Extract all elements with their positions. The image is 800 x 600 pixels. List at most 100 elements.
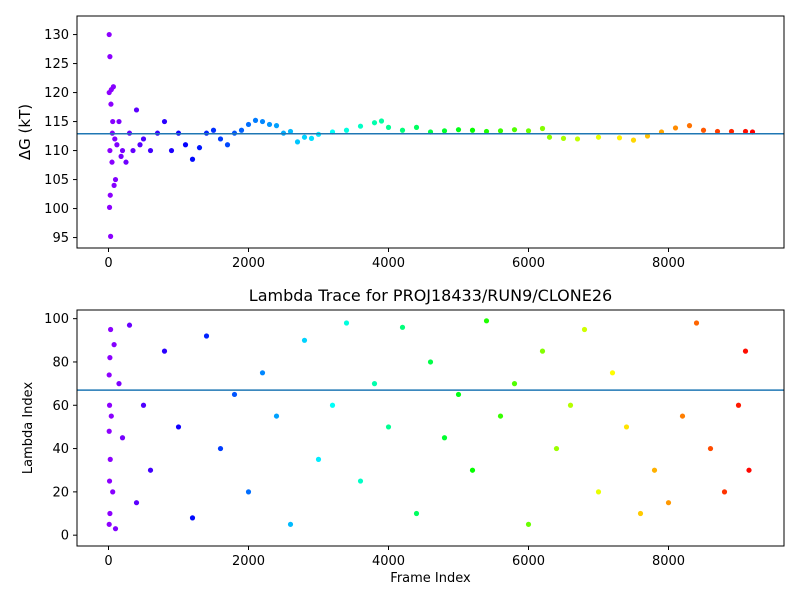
- lambda-point: [108, 326, 114, 333]
- delta-g-point: [511, 127, 518, 133]
- lambda-point: [746, 467, 752, 473]
- lambda-point: [497, 413, 504, 419]
- x-tick-label: 8000: [652, 554, 685, 569]
- delta-g-point: [595, 134, 602, 140]
- delta-g-point: [343, 127, 350, 133]
- lambda-point: [273, 413, 280, 419]
- lambda-point: [133, 500, 140, 506]
- lambda-point: [175, 424, 182, 430]
- delta-g-point: [497, 128, 504, 134]
- delta-g-point: [560, 135, 567, 141]
- delta-g-point: [107, 147, 113, 154]
- lambda-point: [665, 500, 672, 506]
- delta-g-point: [196, 145, 203, 151]
- lambda-point: [567, 402, 574, 408]
- lambda-point: [245, 489, 252, 495]
- delta-g-point: [616, 135, 623, 141]
- lambda-point: [721, 489, 728, 495]
- lambda-point: [399, 324, 406, 330]
- y-tick-label: 40: [52, 442, 69, 457]
- delta-g-point: [413, 124, 420, 130]
- delta-g-point: [111, 182, 117, 188]
- delta-g-point: [110, 118, 116, 125]
- lambda-point: [259, 370, 266, 376]
- delta-g-point: [525, 128, 532, 134]
- lambda-point: [357, 478, 364, 484]
- delta-g-point: [742, 128, 749, 135]
- lambda-point: [126, 322, 133, 328]
- delta-g-point: [294, 139, 301, 145]
- x-tick-label: 4000: [372, 256, 405, 271]
- lambda-point: [609, 370, 616, 376]
- delta-g-point: [112, 136, 118, 142]
- lambda-point: [343, 320, 350, 326]
- delta-g-point: [108, 101, 114, 107]
- delta-g-x-axis: 0 2000 4000 6000 8000: [104, 248, 685, 271]
- delta-g-point: [112, 176, 119, 183]
- delta-g-point: [140, 136, 147, 142]
- lambda-point: [637, 510, 644, 517]
- delta-g-point: [273, 123, 280, 129]
- x-tick-label: 6000: [512, 256, 545, 271]
- delta-g-point: [441, 128, 448, 134]
- lambda-point: [203, 333, 210, 339]
- lambda-point: [707, 445, 714, 452]
- y-tick-label: 130: [44, 28, 69, 43]
- lambda-point: [107, 510, 113, 517]
- delta-g-point: [371, 120, 378, 126]
- lambda-point: [106, 402, 113, 408]
- lambda-point: [147, 467, 154, 473]
- delta-g-point: [123, 159, 129, 165]
- lambda-point: [217, 445, 224, 452]
- delta-g-point: [130, 147, 136, 154]
- lambda-point: [693, 320, 700, 326]
- lambda-point: [371, 381, 378, 387]
- delta-g-point: [217, 136, 224, 142]
- delta-g-y-axis: 95 100 105 110 115 120 125 130: [44, 28, 77, 246]
- lambda-y-axis-label: Lambda Index: [21, 382, 36, 475]
- delta-g-point: [116, 118, 122, 125]
- delta-g-plot-frame: [76, 15, 785, 249]
- delta-g-point: [168, 147, 175, 154]
- lambda-point: [106, 521, 112, 527]
- delta-g-point: [107, 192, 113, 198]
- lambda-trace-chart: Lambda Trace for PROJ18433/RUN9/CLONE26 …: [21, 286, 785, 586]
- lambda-point: [679, 413, 686, 419]
- lambda-point: [469, 467, 476, 473]
- delta-g-point: [238, 127, 245, 133]
- delta-g-point: [266, 121, 273, 128]
- lambda-point: [106, 478, 113, 484]
- delta-g-point: [147, 147, 154, 154]
- lambda-point: [329, 402, 336, 408]
- delta-g-point: [137, 142, 143, 148]
- y-tick-label: 80: [52, 355, 69, 370]
- delta-g-point: [210, 127, 217, 133]
- lambda-point: [315, 456, 322, 462]
- delta-g-point: [107, 54, 113, 60]
- delta-g-point: [133, 107, 140, 113]
- delta-g-point: [182, 142, 189, 148]
- y-tick-label: 125: [44, 57, 69, 72]
- delta-g-point: [399, 127, 406, 133]
- lambda-point: [108, 413, 114, 419]
- lambda-point: [107, 355, 113, 361]
- lambda-plot-frame: [76, 309, 785, 547]
- delta-g-point: [630, 137, 637, 143]
- delta-g-point: [119, 147, 126, 154]
- lambda-x-axis-label: Frame Index: [390, 571, 471, 586]
- x-tick-label: 0: [104, 256, 112, 271]
- lambda-x-axis: 0 2000 4000 6000 8000: [104, 546, 685, 569]
- lambda-chart-title: Lambda Trace for PROJ18433/RUN9/CLONE26: [249, 286, 612, 305]
- delta-g-point: [728, 128, 735, 135]
- delta-g-point: [245, 121, 252, 128]
- y-tick-label: 100: [44, 312, 69, 327]
- delta-g-point: [455, 127, 462, 133]
- lambda-point: [106, 372, 112, 378]
- y-tick-label: 115: [44, 115, 69, 130]
- x-tick-label: 8000: [652, 256, 685, 271]
- delta-g-point: [118, 153, 124, 159]
- delta-g-point: [106, 204, 113, 210]
- y-tick-label: 95: [52, 231, 69, 246]
- delta-g-point: [483, 128, 490, 135]
